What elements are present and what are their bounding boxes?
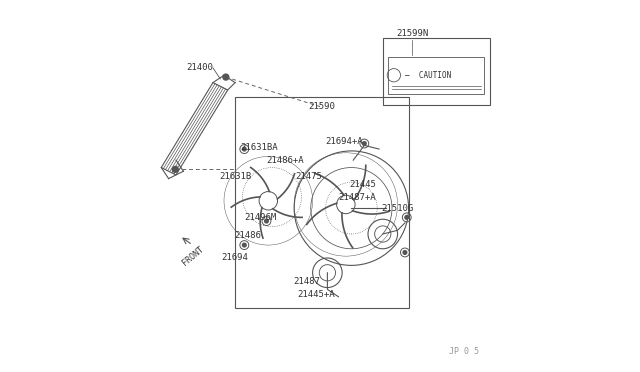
Text: 21487+A: 21487+A [338,193,376,202]
Circle shape [223,74,229,80]
Text: 21496M: 21496M [244,213,277,222]
Text: 21510G: 21510G [381,203,413,213]
Text: 21445: 21445 [349,180,376,189]
Text: 21400: 21400 [187,63,214,72]
Text: 21486+A: 21486+A [266,155,304,165]
Circle shape [172,166,178,172]
Text: 21445+A: 21445+A [298,291,335,299]
Text: 21475: 21475 [296,172,323,181]
Text: —  CAUTION: — CAUTION [405,71,451,80]
Text: 21631BA: 21631BA [240,143,278,152]
Circle shape [362,142,366,145]
Text: 21694+A: 21694+A [325,137,363,146]
Text: JP 0 5: JP 0 5 [449,347,479,356]
Bar [388,57,484,94]
Circle shape [405,215,408,219]
Bar [383,38,490,105]
Text: 21590: 21590 [308,102,335,111]
Circle shape [264,219,268,223]
Text: 21486: 21486 [235,231,261,240]
Text: 21599N: 21599N [396,29,428,38]
Text: 21694: 21694 [221,253,248,263]
Bar [235,97,408,308]
Text: FRONT: FRONT [180,245,205,267]
Circle shape [243,243,246,247]
Circle shape [403,251,407,254]
Circle shape [243,147,246,151]
Text: 21487: 21487 [294,278,321,286]
Text: 21631B: 21631B [219,172,252,181]
